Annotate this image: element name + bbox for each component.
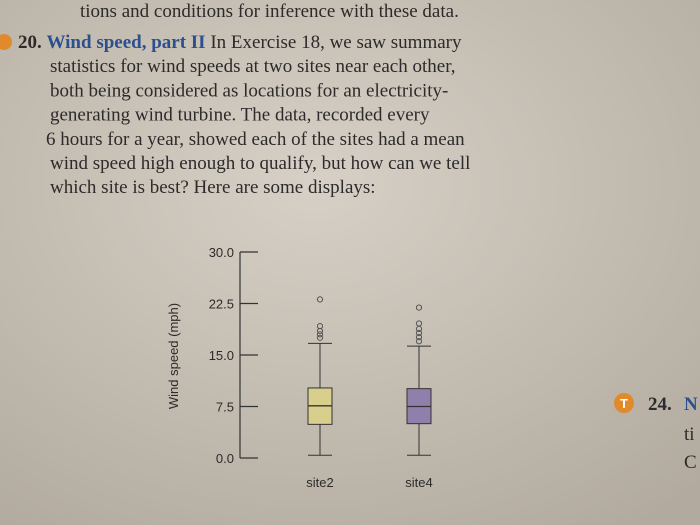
- exercise-number: 20.: [18, 32, 42, 53]
- exercise-line: both being considered as locations for a…: [50, 80, 448, 101]
- chart: 0.0 7.5 15.0 22.5 30.0 Wind speed (mph) site2 s…: [166, 245, 433, 490]
- x-tick-label: site2: [306, 475, 333, 490]
- y-axis-label: Wind speed (mph): [166, 303, 181, 409]
- top-line: tions and conditions for inference with …: [80, 1, 459, 22]
- y-tick-label: 30.0: [209, 245, 234, 260]
- y-tick-label: 0.0: [216, 451, 234, 466]
- exercise-heading: 20. Wind speed, part II In Exercise 18, …: [18, 32, 462, 53]
- x-tick-label: site4: [405, 475, 432, 490]
- outlier: [415, 320, 423, 327]
- bullet: [0, 34, 12, 50]
- outlier: [316, 334, 324, 341]
- outlier: [316, 296, 324, 303]
- exercise-body: statistics for wind speeds at two sites …: [46, 56, 470, 198]
- exercise-line: In Exercise 18, we saw summary: [210, 32, 462, 53]
- exercise-line: which site is best? Here are some displa…: [50, 177, 376, 198]
- side-title: N: [684, 394, 698, 415]
- y-tick-label: 22.5: [209, 297, 234, 312]
- exercise-line: wind speed high enough to qualify, but h…: [50, 153, 470, 174]
- outlier: [316, 331, 324, 338]
- outlier: [316, 323, 324, 330]
- y-tick-label: 7.5: [216, 400, 234, 415]
- icon-letter: T: [620, 396, 628, 411]
- side-line: C: [684, 452, 697, 473]
- exercise-line: 6 hours for a year, showed each of the s…: [46, 129, 465, 150]
- side-number: 24.: [648, 394, 672, 415]
- outlier: [415, 334, 423, 341]
- y-tick-label: 15.0: [209, 348, 234, 363]
- exercise-line: statistics for wind speeds at two sites …: [50, 56, 456, 77]
- outlier: [415, 338, 423, 345]
- exercise-title: Wind speed, part II: [47, 32, 206, 53]
- outlier: [415, 329, 423, 337]
- icon: [614, 393, 634, 413]
- exercise-line: generating wind turbine. The data, recor…: [50, 105, 430, 126]
- side-line: ti: [684, 424, 695, 445]
- outlier: [415, 304, 423, 311]
